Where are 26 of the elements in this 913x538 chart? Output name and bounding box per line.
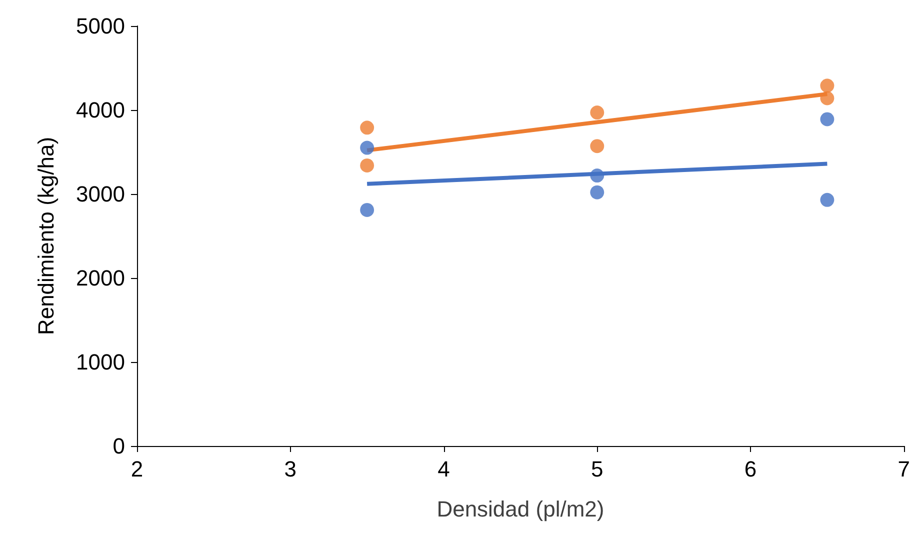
point <box>590 106 604 120</box>
point <box>820 112 834 126</box>
y-tick-label: 4000 <box>76 98 125 122</box>
point <box>820 192 834 207</box>
x-tick-label: 6 <box>744 456 757 482</box>
point <box>360 120 374 135</box>
point <box>360 158 374 172</box>
x-tick-label: 4 <box>438 456 450 482</box>
x-tick-label: 7 <box>898 456 910 482</box>
point <box>590 139 604 154</box>
y-tick-label: 3000 <box>76 182 125 206</box>
y-tick-label: 2000 <box>76 266 125 290</box>
point <box>820 91 834 106</box>
y-axis-title: Rendimiento (kg/ha) <box>34 136 58 336</box>
point <box>360 202 374 217</box>
x-tick-label: 2 <box>130 456 144 482</box>
point <box>360 140 374 155</box>
point <box>820 78 834 93</box>
y-tick-label: 0 <box>112 434 125 458</box>
x-axis-title: Densidad (pl/m2) <box>436 496 604 522</box>
x-tick-label: 5 <box>591 456 604 482</box>
point <box>590 168 604 183</box>
point <box>590 185 604 200</box>
y-tick-label: 5000 <box>76 14 125 38</box>
x-tick-label: 3 <box>284 456 296 482</box>
y-tick-label: 1000 <box>76 350 125 374</box>
